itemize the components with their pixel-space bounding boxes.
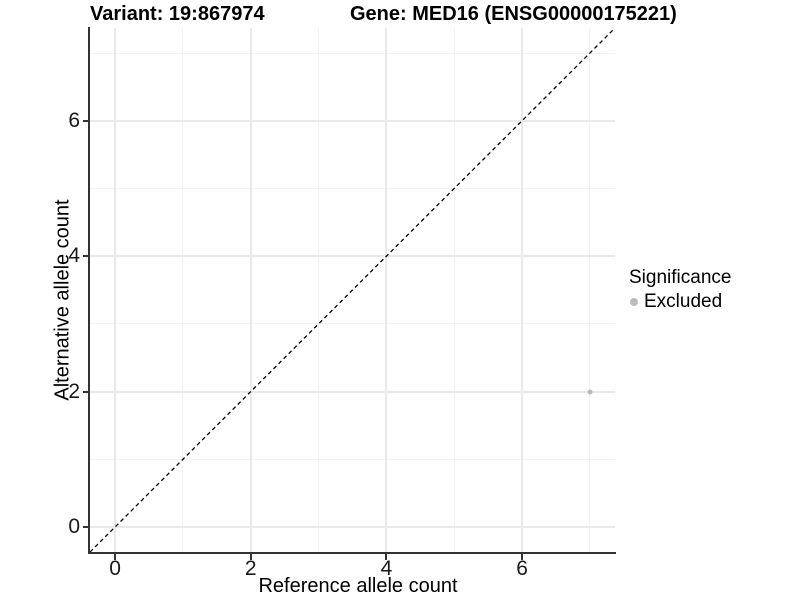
- y-tick-label: 0: [68, 514, 80, 538]
- plot-title-variant: Variant: 19:867974: [90, 3, 265, 25]
- x-tick-label: 6: [516, 557, 528, 580]
- x-axis-tick: [114, 554, 117, 560]
- y-axis-title: Alternative allele count: [51, 199, 74, 401]
- y-tick-label: 2: [68, 379, 80, 403]
- y-axis-tick: [83, 525, 89, 528]
- x-axis-tick: [249, 554, 252, 560]
- minor-gridline-vertical: [318, 28, 320, 552]
- y-axis-tick: [83, 390, 89, 393]
- minor-gridline-vertical: [453, 28, 455, 552]
- x-axis-line: [88, 552, 616, 554]
- y-tick-label: 6: [68, 108, 80, 132]
- y-axis-tick: [83, 119, 89, 122]
- major-gridline-vertical: [114, 28, 117, 552]
- minor-gridline-horizontal: [90, 187, 615, 189]
- major-gridline-horizontal: [90, 255, 615, 258]
- y-axis-tick: [83, 255, 89, 258]
- identity-line: [90, 28, 615, 552]
- minor-gridline-horizontal: [90, 52, 615, 54]
- minor-gridline-vertical: [589, 28, 591, 552]
- major-gridline-vertical: [521, 28, 524, 552]
- x-axis-tick: [521, 554, 524, 560]
- x-axis-tick: [385, 554, 388, 560]
- minor-gridline-horizontal: [90, 458, 615, 460]
- y-tick-label: 4: [68, 244, 80, 268]
- legend-item-excluded: Excluded: [629, 291, 731, 313]
- y-axis-line: [88, 27, 90, 554]
- major-gridline-horizontal: [90, 525, 615, 528]
- x-tick-label: 0: [109, 557, 121, 580]
- major-gridline-horizontal: [90, 390, 615, 393]
- legend-item-label: Excluded: [644, 291, 723, 312]
- major-gridline-horizontal: [90, 119, 615, 122]
- minor-gridline-vertical: [182, 28, 184, 552]
- major-gridline-vertical: [249, 28, 252, 552]
- legend: Significance Excluded: [629, 266, 731, 313]
- legend-point-icon: [630, 298, 638, 306]
- major-gridline-vertical: [385, 28, 388, 552]
- x-axis-title: Reference allele count: [258, 575, 458, 597]
- x-tick-label: 4: [380, 557, 393, 580]
- data-point: [587, 389, 593, 395]
- legend-title: Significance: [629, 267, 732, 288]
- plot-title-gene: Gene: MED16 (ENSG00000175221): [350, 3, 677, 25]
- plot-panel: [90, 28, 615, 552]
- minor-gridline-horizontal: [90, 323, 615, 325]
- x-tick-label: 2: [244, 557, 257, 580]
